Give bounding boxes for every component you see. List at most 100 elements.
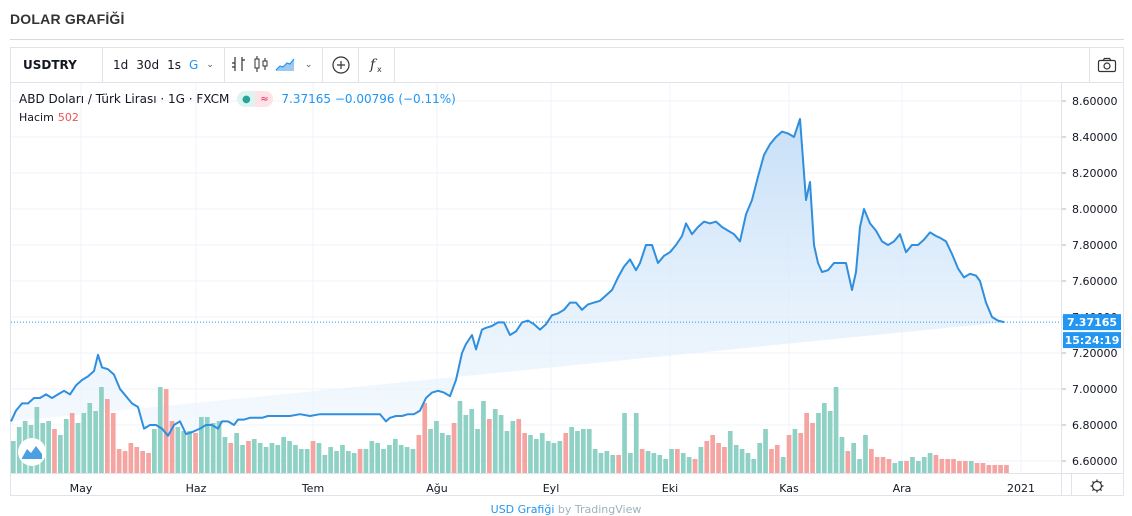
volume-bar: [93, 411, 98, 473]
volume-bar: [187, 431, 192, 473]
tradingview-logo-icon[interactable]: [18, 438, 46, 466]
volume-bar: [440, 433, 445, 473]
volume-bar: [892, 463, 898, 473]
volume-bar: [157, 387, 163, 473]
volume-bar: [328, 447, 333, 473]
volume-bar: [234, 433, 239, 473]
volume-bar: [516, 419, 522, 473]
price-axis-label: 6.80000: [1072, 419, 1118, 432]
volume-bar: [498, 415, 504, 473]
volume-bar: [633, 413, 639, 473]
volume-bar: [916, 461, 921, 473]
volume-bar: [539, 433, 545, 473]
volume-bar: [287, 441, 292, 473]
volume-bar: [204, 417, 210, 473]
time-axis-label: Eki: [662, 482, 678, 495]
volume-bar: [269, 443, 275, 473]
volume-bar: [1004, 465, 1009, 473]
volume-bar: [739, 449, 745, 473]
volume-bar: [487, 419, 492, 473]
svg-text:x: x: [377, 65, 382, 74]
volume-bar: [998, 465, 1003, 473]
volume-bar: [563, 433, 569, 473]
time-axis-label: Eyl: [543, 482, 560, 495]
volume-bar: [745, 453, 751, 473]
volume-bar: [504, 431, 510, 473]
interval-30d[interactable]: 30d: [136, 58, 160, 72]
volume-bar: [216, 421, 222, 473]
volume-bar: [557, 441, 563, 473]
volume-bar: [710, 435, 715, 473]
candlestick-icon[interactable]: [253, 55, 269, 76]
volume-bar: [457, 401, 463, 473]
volume-bar: [304, 449, 310, 473]
volume-bar: [481, 401, 486, 473]
volume-bar: [869, 449, 874, 473]
volume-bar: [692, 459, 698, 473]
volume-bar: [334, 451, 339, 473]
volume-bar: [416, 435, 422, 473]
volume-bar: [257, 443, 263, 473]
add-compare-icon: [332, 56, 350, 74]
volume-bar: [910, 457, 915, 473]
market-status-badge: ● ≈: [237, 91, 274, 107]
svg-text:15:24:19: 15:24:19: [1065, 334, 1120, 347]
volume-bar: [769, 449, 774, 473]
time-axis-label: Tem: [301, 482, 324, 495]
volume-bar: [722, 447, 727, 473]
volume-bar: [369, 441, 375, 473]
volume-value: 502: [57, 111, 79, 124]
interval-1d[interactable]: 1d: [113, 58, 129, 72]
volume-bar: [974, 463, 980, 473]
volume-bar: [927, 453, 933, 473]
settings-gear-icon[interactable]: [1090, 479, 1104, 493]
volume-bar: [886, 459, 892, 473]
camera-icon: [1097, 57, 1116, 73]
bar-chart-icon[interactable]: [231, 55, 247, 76]
chevron-down-icon[interactable]: ⌄: [206, 60, 214, 70]
svg-text:7.37165: 7.37165: [1067, 316, 1117, 329]
time-axis-label: 2021: [1007, 482, 1035, 495]
price-area: [11, 119, 1004, 436]
countdown-label: [1063, 332, 1121, 349]
volume-bar: [592, 449, 598, 473]
attribution-link[interactable]: USD Grafiği: [490, 503, 555, 516]
volume-bar: [346, 451, 351, 473]
last-price-change: 7.37165 −0.00796 (−0.11%): [281, 92, 456, 106]
volume-bar: [281, 437, 286, 473]
volume-bar: [598, 453, 604, 473]
chevron-down-icon[interactable]: ⌄: [304, 60, 313, 70]
interval-g[interactable]: G: [189, 58, 199, 72]
volume-bar: [199, 417, 204, 473]
volume-bar: [992, 465, 998, 473]
interval-1s[interactable]: 1s: [167, 58, 182, 72]
volume-bar: [686, 457, 692, 473]
compare-button[interactable]: [323, 47, 360, 83]
volume-bar: [657, 455, 663, 473]
screenshot-button[interactable]: [1090, 48, 1123, 83]
volume-bar: [798, 433, 804, 473]
volume-bar: [340, 445, 345, 473]
volume-label: Hacim: [19, 111, 54, 124]
volume-bar: [968, 461, 974, 473]
volume-bar: [181, 431, 187, 473]
volume-bar: [810, 423, 815, 473]
price-line: [10, 118, 1005, 437]
symbol-search-button[interactable]: USDTRY: [11, 47, 103, 83]
volume-bar: [175, 427, 181, 473]
volume-bar: [210, 423, 216, 473]
volume-bar: [293, 445, 298, 473]
volume-bar: [951, 459, 956, 473]
volume-bar: [645, 451, 651, 473]
volume-bar: [827, 411, 833, 473]
attribution: USD Grafiği by TradingView: [0, 503, 1132, 516]
volume-bar: [422, 403, 428, 473]
area-chart-icon[interactable]: [275, 56, 295, 75]
volume-bar: [169, 421, 175, 473]
price-axis-label: 8.60000: [1072, 95, 1118, 108]
volume-bar: [357, 449, 363, 473]
volume-bar: [99, 387, 104, 473]
volume-bar: [492, 409, 498, 473]
